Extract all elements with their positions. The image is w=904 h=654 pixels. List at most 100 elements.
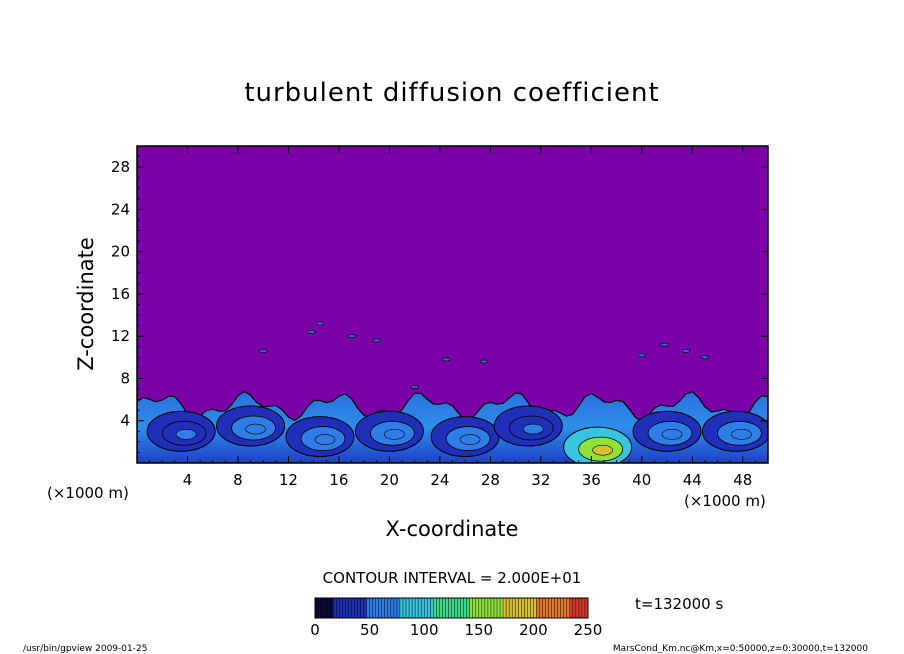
colorbar-cell	[427, 598, 431, 618]
colorbar-cell	[542, 598, 546, 618]
colorbar-cell	[475, 598, 480, 618]
colorbar-cell	[509, 598, 513, 618]
y-tick-label: 16	[111, 285, 130, 303]
colorbar-cell	[524, 598, 528, 618]
colorbar-cell	[412, 598, 416, 618]
colorbar-cell	[348, 598, 352, 618]
colorbar-cell	[318, 598, 322, 618]
colorbar-cell	[439, 598, 443, 618]
colorbar-cell	[357, 598, 361, 618]
x-tick-label: 8	[233, 471, 243, 489]
chart-title: turbulent diffusion coefficient	[244, 78, 659, 108]
x-tick-label: 20	[380, 471, 399, 489]
colorbar-cell	[530, 598, 534, 618]
colorbar-cell	[518, 598, 522, 618]
colorbar-cell	[463, 598, 467, 618]
upper-blob-1	[306, 330, 316, 334]
colorbar-cell	[560, 598, 565, 618]
x-tick-label: 12	[279, 471, 298, 489]
x-tick-label: 16	[329, 471, 348, 489]
y-tick-label: 24	[111, 200, 130, 218]
colorbar-cell	[424, 598, 428, 618]
colorbar-cell	[545, 598, 549, 618]
y-tick-label: 12	[111, 327, 130, 345]
colorbar-cell	[351, 598, 355, 618]
upper-blob-11	[410, 385, 419, 389]
colorbar-cell	[581, 598, 586, 618]
colorbar-cell	[521, 598, 525, 618]
colorbar-cell	[375, 598, 379, 618]
colorbar-cell	[324, 598, 328, 618]
colorbar-cell	[469, 598, 474, 618]
colorbar-cell	[515, 598, 519, 618]
eddy-center-3	[384, 428, 405, 440]
colorbar-cell	[481, 598, 486, 618]
colorbar-tick-label: 250	[574, 621, 603, 639]
colorbar-cell	[321, 598, 325, 618]
colorbar-cell	[442, 598, 446, 618]
colorbar-cell	[575, 598, 580, 618]
upper-blob-2	[347, 334, 356, 339]
colorbar-cell	[454, 598, 458, 618]
colorbar-cell	[466, 598, 470, 618]
upper-blob-8	[660, 342, 669, 347]
colorbar-cell	[572, 598, 577, 618]
upper-blob-7	[637, 353, 647, 358]
x-tick-label: 24	[430, 471, 449, 489]
colorbar-cell	[451, 598, 455, 618]
colorbar-cell	[578, 598, 583, 618]
upper-blob-9	[681, 349, 691, 353]
plot-area	[137, 146, 768, 463]
x-unit-right: (×1000 m)	[684, 492, 766, 510]
contour-interval: CONTOUR INTERVAL = 2.000E+01	[323, 569, 582, 587]
footer-left: /usr/bin/gpview 2009-01-25	[23, 644, 147, 654]
eddy-center-1	[245, 423, 266, 435]
x-tick-label: 44	[683, 471, 702, 489]
upper-blobs	[258, 321, 710, 389]
colorbar-tick-label: 150	[464, 621, 493, 639]
colorbar	[314, 598, 589, 618]
colorbar-tick-label: 100	[410, 621, 439, 639]
colorbar-cell	[493, 598, 498, 618]
colorbar-cell	[381, 598, 386, 618]
y-axis-ticks: 4 8 12 16 20 24 28	[111, 156, 768, 453]
y-axis-label: Z-coordinate	[74, 237, 98, 371]
colorbar-cell	[360, 598, 364, 618]
colorbar-cell	[445, 598, 449, 618]
eddies	[146, 405, 768, 463]
colorbar-cell	[421, 598, 425, 618]
eddy-center-5	[522, 423, 544, 435]
x-axis-label: X-coordinate	[386, 517, 519, 541]
colorbar-cell	[387, 598, 392, 618]
eddy-center-7	[661, 428, 683, 440]
x-tick-label: 28	[481, 471, 500, 489]
footer-right: MarsCond_Km.nc@Km,x=0:50000,z=0:30000,t=…	[613, 644, 868, 654]
eddy-center-2	[314, 434, 336, 445]
colorbar-cell	[554, 598, 558, 618]
colorbar-cell	[327, 598, 331, 618]
colorbar-cell	[563, 598, 568, 618]
colorbar-cell	[490, 598, 495, 618]
colorbar-cell	[539, 598, 543, 618]
eddy-center-0	[175, 428, 197, 440]
colorbar-cell	[487, 598, 492, 618]
colorbar-cell	[548, 598, 552, 618]
colorbar-cell	[448, 598, 452, 618]
colorbar-cell	[333, 598, 337, 618]
colorbar-cell	[330, 598, 334, 618]
colorbar-cell	[430, 598, 434, 618]
colorbar-cell	[512, 598, 516, 618]
upper-blob-5	[479, 359, 489, 364]
time-label: t=132000 s	[635, 595, 723, 613]
colorbar-cell	[533, 598, 537, 618]
colorbar-tick-label: 200	[519, 621, 548, 639]
y-tick-label: 8	[120, 369, 130, 387]
colorbar-cell	[315, 598, 319, 618]
colorbar-cell	[415, 598, 419, 618]
colorbar-cell	[569, 598, 574, 618]
colorbar-cell	[384, 598, 389, 618]
colorbar-cell	[584, 598, 589, 618]
colorbar-cell	[497, 598, 501, 618]
colorbar-cell	[378, 598, 383, 618]
